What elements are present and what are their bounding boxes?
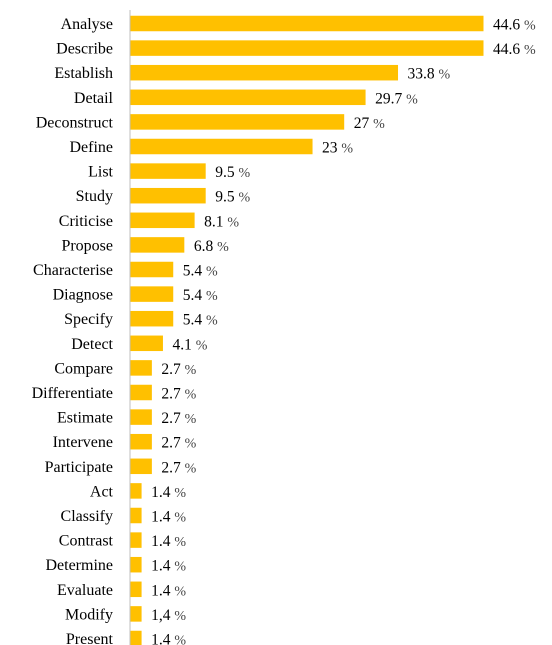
category-label-describe: Describe — [56, 41, 113, 58]
bar-estimate — [130, 409, 152, 425]
bar-act — [130, 483, 142, 499]
bar-establish — [130, 64, 399, 81]
bar-evaluate — [130, 581, 142, 598]
value-label-specify: 5.4 % — [183, 312, 218, 329]
value-label-modify: 1,4 % — [151, 607, 186, 624]
bar-specify — [130, 310, 174, 327]
value-label-compare: 2.7 % — [161, 361, 196, 378]
value-label-contrast: 1.4 % — [151, 533, 186, 550]
bar-describe — [130, 40, 484, 56]
value-label-characterise: 5.4 % — [183, 263, 218, 280]
category-label-specify: Specify — [64, 311, 113, 328]
value-label-differentiate: 2.7 % — [161, 386, 196, 403]
category-label-list: List — [88, 164, 113, 181]
value-label-classify: 1.4 % — [151, 509, 186, 526]
category-label-detail: Detail — [74, 90, 114, 107]
bar-list — [130, 163, 206, 179]
value-label-detail: 29.7 % — [375, 90, 418, 107]
category-label-study: Study — [76, 188, 113, 205]
value-label-establish: 33.8 % — [408, 66, 451, 83]
value-label-detect: 4.1 % — [172, 336, 207, 353]
category-label-classify: Classify — [61, 508, 113, 525]
category-label-define: Define — [69, 139, 113, 156]
value-label-analyse: 44.6 % — [493, 17, 536, 34]
value-label-present: 1.4 % — [151, 632, 186, 645]
category-label-deconstruct: Deconstruct — [36, 114, 114, 131]
bar-determine — [130, 556, 142, 573]
category-label-compare: Compare — [54, 360, 113, 377]
category-label-establish: Establish — [54, 65, 113, 82]
value-label-propose: 6.8 % — [194, 238, 229, 255]
value-label-describe: 44.6 % — [493, 41, 536, 58]
value-label-list: 9.5 % — [215, 164, 250, 181]
value-label-participate: 2.7 % — [161, 459, 196, 476]
bar-deconstruct — [130, 114, 345, 130]
bar-present — [130, 630, 142, 645]
category-label-evaluate: Evaluate — [57, 582, 113, 599]
bar-intervene — [130, 433, 152, 450]
bar-contrast — [130, 532, 142, 548]
category-label-intervene: Intervene — [53, 434, 113, 451]
bar-define — [130, 138, 313, 155]
bar-analyse — [130, 15, 484, 32]
value-label-determine: 1.4 % — [151, 558, 186, 575]
value-label-criticise: 8.1 % — [204, 213, 239, 230]
category-label-present: Present — [66, 631, 114, 645]
value-label-define: 23 % — [322, 140, 353, 157]
category-label-criticise: Criticise — [59, 213, 113, 230]
category-label-participate: Participate — [45, 459, 113, 476]
category-label-propose: Propose — [61, 237, 113, 254]
value-label-act: 1.4 % — [151, 484, 186, 501]
bar-modify — [130, 606, 142, 622]
category-label-characterise: Characterise — [33, 262, 113, 279]
value-label-diagnose: 5.4 % — [183, 287, 218, 304]
category-labels-group: Analyse Describe Establish Detail Deconstruc… — [32, 16, 114, 645]
bar-diagnose — [130, 286, 174, 302]
category-label-estimate: Estimate — [57, 410, 113, 427]
category-label-differentiate: Differentiate — [32, 385, 113, 402]
value-label-evaluate: 1.4 % — [151, 582, 186, 599]
category-label-act: Act — [90, 483, 114, 500]
bars-group — [130, 15, 484, 645]
bar-detail — [130, 89, 366, 106]
bar-differentiate — [130, 384, 152, 401]
value-label-intervene: 2.7 % — [161, 435, 196, 452]
bar-characterise — [130, 261, 174, 278]
bar-detect — [130, 335, 163, 352]
bar-criticise — [130, 212, 195, 229]
bar-propose — [130, 237, 185, 253]
bar-study — [130, 187, 206, 204]
value-label-estimate: 2.7 % — [161, 410, 196, 427]
value-labels-group: 44.6 % 44.6 % 33.8 % 29.7 % 27 %23 % 9.5 % 9.5… — [151, 17, 536, 645]
category-label-contrast: Contrast — [59, 533, 114, 550]
bar-participate — [130, 458, 152, 475]
category-label-modify: Modify — [65, 606, 113, 623]
category-label-determine: Determine — [45, 557, 113, 574]
value-label-deconstruct: 27 % — [354, 115, 385, 132]
bar-compare — [130, 360, 152, 376]
category-label-detect: Detect — [71, 336, 113, 353]
value-label-study: 9.5 % — [215, 189, 250, 206]
category-label-diagnose: Diagnose — [53, 287, 113, 304]
bar-classify — [130, 507, 142, 524]
category-label-analyse: Analyse — [61, 16, 113, 33]
